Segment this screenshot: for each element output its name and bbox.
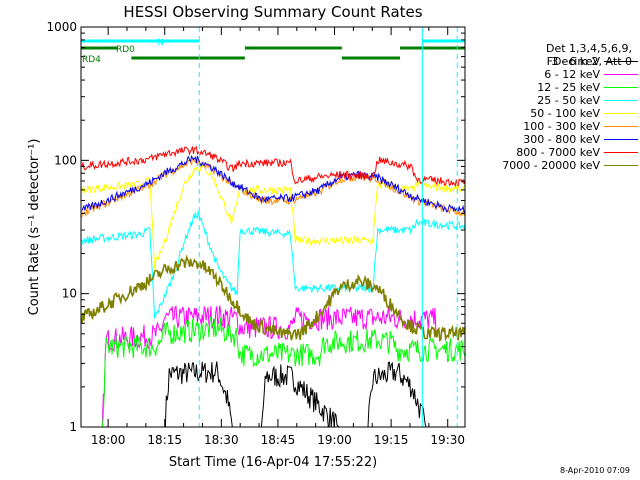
legend-label: 300 - 800 keV [523,133,600,146]
instrument-bar-label: N [157,38,164,48]
series-layer [81,145,466,429]
y-tick-label: 1 [69,420,77,434]
instrument-bar-labels: N RD0 RD4 [82,38,164,65]
legend-header-text: Det 1,3,4,5,6,9, [545,42,632,55]
series-line-5 [81,157,466,218]
series-line-6 [81,154,466,214]
series-line-2 [82,315,466,428]
legend-swatch [604,74,638,75]
legend-swatch [604,165,638,166]
x-tick-label: 19:30 [430,433,465,447]
series-line-0 [82,361,465,429]
x-axis-ticks: 18:00 18:15 18:30 18:45 19:00 19:15 19:30 [91,27,465,447]
legend-swatch [604,126,638,127]
y-axis-label: Count Rate (s⁻¹ detector⁻¹) [27,139,42,316]
legend-header-line: Det 1,3,4,5,6,9, [486,29,640,68]
x-tick-label: 19:15 [374,433,409,447]
legend-swatch [604,152,638,153]
legend-label: 6 - 12 keV [544,68,600,81]
x-tick-label: 19:00 [317,433,352,447]
legend-swatch [604,61,638,62]
x-axis-label: Start Time (16-Apr-04 17:55:22) [169,455,377,470]
series-line-4 [81,161,466,270]
legend-label: 50 - 100 keV [530,107,600,120]
y-axis-ticks: 1 10 100 1000 [46,20,465,434]
y-tick-label: 1000 [46,20,77,34]
x-tick-label: 18:30 [204,433,239,447]
legend-swatch [604,113,638,114]
y-tick-label: 100 [54,153,77,167]
instrument-bar-label: RD0 [116,45,135,55]
series-line-3 [81,210,466,319]
instrument-bar-label: RD4 [82,55,101,65]
legend-label: 7000 - 20000 keV [502,159,600,172]
legend-label: 25 - 50 keV [537,94,600,107]
generation-timestamp: 8-Apr-2010 07:09 [560,466,630,475]
legend-label: 100 - 300 keV [523,120,600,133]
series-line-8 [81,254,466,342]
legend-swatch [604,100,638,101]
plot-frame [80,26,466,428]
x-tick-label: 18:00 [91,433,126,447]
legend-label: 12 - 25 keV [537,81,600,94]
legend-swatch [604,87,638,88]
legend-label: 3 - 6 keV [551,55,600,68]
chart-title: HESSI Observing Summary Count Rates [123,3,422,21]
legend-label: 800 - 7000 keV [516,146,600,159]
y-tick-label: 10 [62,287,77,301]
vertical-markers-layer [198,27,458,427]
series-line-7 [81,145,466,188]
legend-swatch [604,139,638,140]
x-tick-label: 18:15 [147,433,182,447]
instrument-bars-layer [81,39,465,60]
x-tick-label: 18:45 [261,433,296,447]
series-line-1 [82,305,437,428]
